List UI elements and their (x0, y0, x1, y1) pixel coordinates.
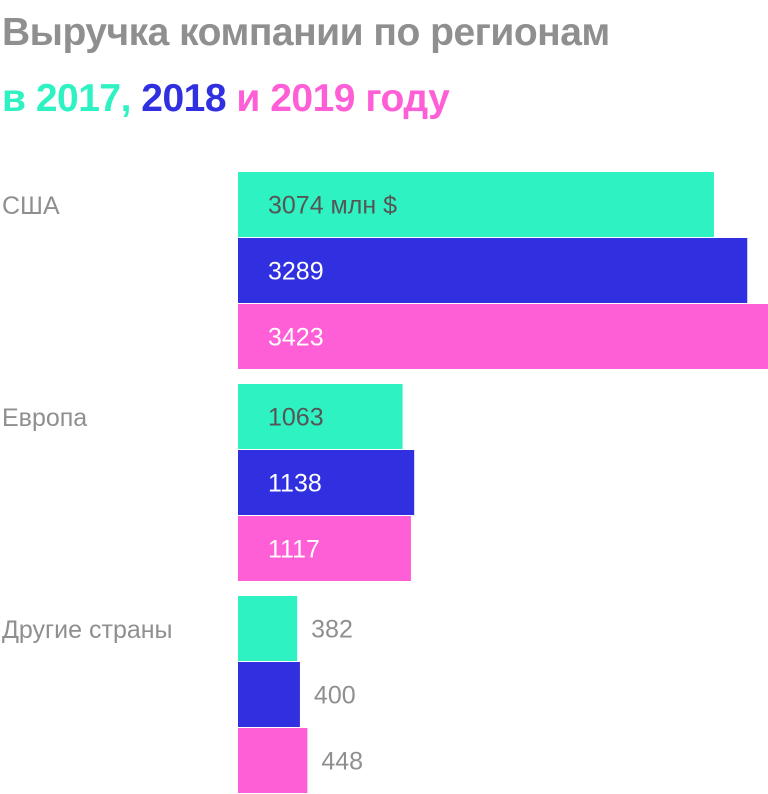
data-label: 3423 (268, 324, 324, 352)
legend-2018: 2018 (141, 77, 227, 120)
category-label: Другие страны (2, 616, 173, 644)
bar-2018 (238, 450, 415, 515)
data-label: 1138 (268, 470, 322, 498)
data-label: 1063 (268, 404, 324, 432)
legend-2019: 2019 (270, 77, 355, 120)
subtitle-prefix: в (2, 77, 26, 120)
bar-2019 (238, 304, 768, 369)
subtitle-suffix: году (365, 77, 450, 120)
chart-subtitle: в 2017, 2018 и 2019 году (2, 76, 450, 122)
category-label: Европа (2, 404, 87, 432)
bar-2017 (238, 384, 403, 449)
bar-2019 (238, 728, 308, 793)
bar-2017 (238, 596, 298, 661)
chart-title: Выручка компании по регионам (2, 11, 610, 54)
data-label: 448 (321, 748, 363, 776)
data-label: 382 (311, 616, 353, 644)
data-label: 3074 млн $ (268, 192, 397, 220)
subtitle-conj: и (236, 77, 260, 120)
category-label: США (2, 192, 60, 220)
data-label: 1117 (268, 536, 320, 564)
legend-2017: 2017, (35, 77, 132, 120)
bar-2018 (238, 662, 300, 727)
data-label: 3289 (268, 258, 324, 286)
bar-2017 (238, 172, 714, 237)
bar-2019 (238, 516, 411, 581)
data-label: 400 (314, 682, 356, 710)
bar-2018 (238, 238, 748, 303)
